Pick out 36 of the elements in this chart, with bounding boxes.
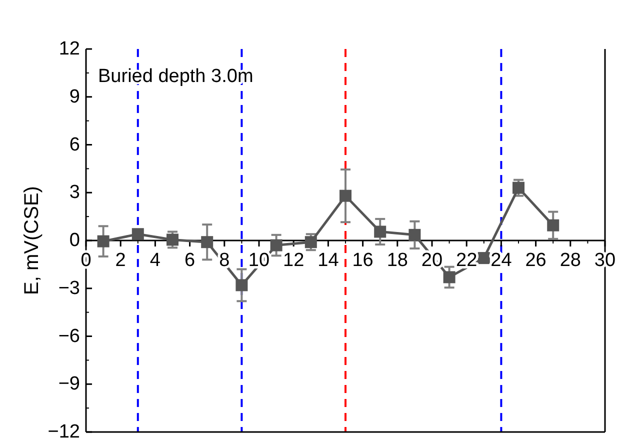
x-tick-label: 26 [525, 250, 546, 271]
point [478, 252, 490, 264]
x-tick-label: 16 [352, 250, 374, 271]
x-tick-label: 4 [150, 250, 161, 271]
y-tick-label: 3 [69, 182, 80, 204]
y-tick-label: −9 [58, 374, 80, 395]
y-axis-title: E, mV(CSE) [21, 186, 43, 295]
point [270, 239, 282, 252]
annotation: Buried depth 3.0m [98, 66, 254, 87]
y-tick-label: −12 [48, 422, 80, 438]
y-tick-label: −6 [58, 326, 80, 347]
x-tick-label: 2 [115, 250, 126, 271]
point [408, 228, 421, 241]
point [512, 182, 524, 194]
point [97, 235, 110, 248]
point [443, 271, 456, 284]
point [201, 236, 214, 248]
point [304, 236, 317, 248]
point [340, 190, 352, 202]
point [132, 228, 144, 240]
x-tick-label: 28 [560, 250, 581, 271]
x-tick-label: 24 [490, 250, 512, 271]
y-tick-label: 9 [69, 86, 80, 108]
point [236, 279, 248, 292]
point [547, 219, 560, 232]
y-tick-label: 12 [58, 38, 80, 60]
y-tick-label: 6 [69, 134, 80, 156]
x-tick-label: 12 [283, 250, 304, 271]
x-tick-label: 14 [318, 250, 340, 271]
y-tick-label: 0 [69, 230, 80, 251]
point [166, 234, 178, 246]
x-tick-label: 22 [456, 250, 478, 271]
point [374, 226, 386, 238]
y-tick-label: −3 [58, 278, 80, 299]
x-tick-label: 18 [386, 250, 408, 271]
x-tick-label: 6 [184, 250, 196, 271]
